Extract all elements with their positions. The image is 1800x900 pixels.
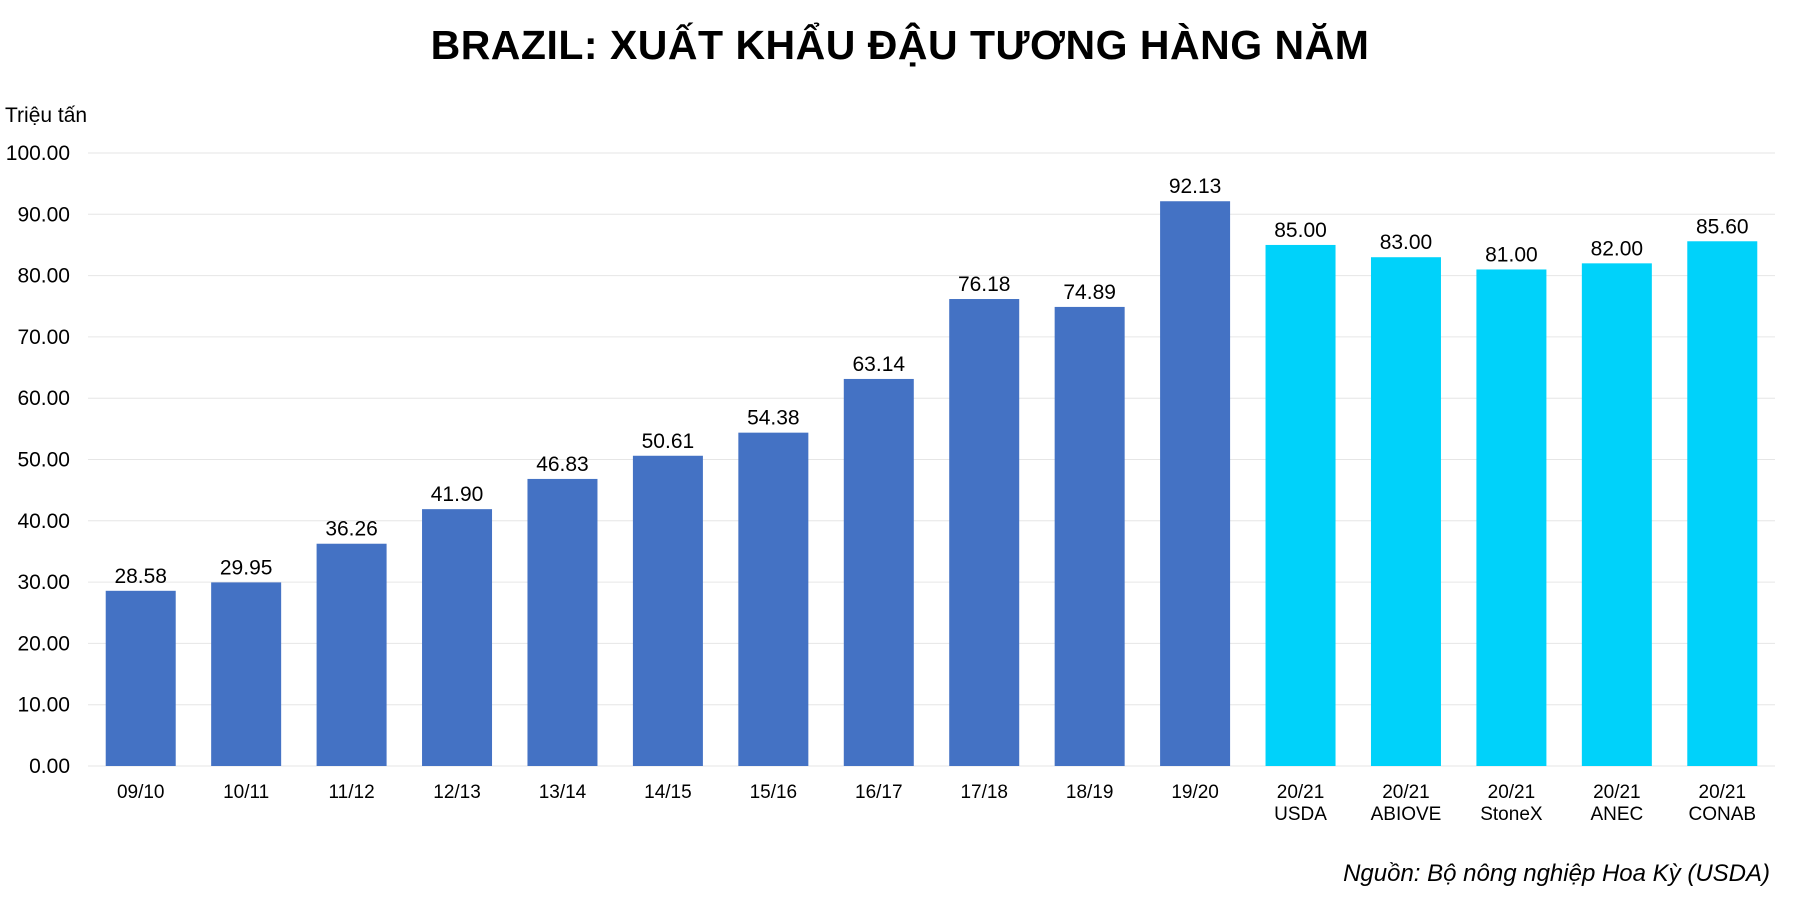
category-labels: 09/10 10/11 11/12 12/13 13/14 14/15 15/16 16/17… — [117, 782, 1756, 825]
y-tick-label: 50.00 — [17, 449, 70, 472]
x-tick-label: 10/11 — [223, 782, 269, 803]
bar — [1370, 257, 1441, 766]
bar — [1581, 263, 1652, 766]
x-tick-label: ABIOVE — [1371, 804, 1442, 825]
bar — [105, 590, 176, 766]
bar — [211, 582, 282, 766]
data-label: 83.00 — [1380, 231, 1433, 254]
x-tick-label: 11/12 — [329, 782, 375, 803]
bar — [843, 378, 914, 766]
bars — [105, 201, 1758, 767]
y-tick-label: 80.00 — [17, 265, 70, 288]
x-tick-label: 20/21 — [1593, 782, 1641, 803]
data-label: 50.61 — [642, 430, 695, 453]
y-tick-label: 40.00 — [17, 510, 70, 533]
data-label: 63.14 — [853, 353, 906, 376]
bar — [632, 455, 703, 766]
x-tick-label: 20/21 — [1277, 782, 1325, 803]
y-tick-label: 90.00 — [17, 203, 70, 226]
x-tick-label: USDA — [1274, 804, 1327, 825]
bar — [422, 509, 493, 766]
y-axis-ticks: 0.00 10.00 20.00 30.00 40.00 50.00 60.00 70.00 8… — [6, 142, 70, 778]
data-label: 92.13 — [1169, 175, 1222, 198]
data-label: 81.00 — [1485, 243, 1538, 266]
y-tick-label: 10.00 — [17, 694, 70, 717]
data-label: 76.18 — [958, 273, 1011, 296]
x-tick-label: 15/16 — [750, 782, 798, 803]
bar — [1160, 201, 1231, 766]
x-tick-label: 14/15 — [644, 782, 692, 803]
x-tick-label: 09/10 — [117, 782, 165, 803]
x-tick-label: 20/21 — [1699, 782, 1747, 803]
data-label: 74.89 — [1063, 281, 1116, 304]
data-label: 41.90 — [431, 483, 484, 506]
y-tick-label: 0.00 — [29, 755, 70, 778]
data-label: 85.00 — [1274, 219, 1327, 242]
data-label: 54.38 — [747, 407, 800, 430]
y-tick-label: 20.00 — [17, 632, 70, 655]
y-tick-label: 30.00 — [17, 571, 70, 594]
y-axis-unit-label: Triệu tấn — [5, 104, 88, 127]
bar — [316, 543, 387, 766]
value-labels: 28.58 29.95 36.26 41.90 46.83 50.61 54.38 63.14… — [114, 175, 1748, 588]
data-label: 36.26 — [325, 518, 378, 541]
source-note: Nguồn: Bộ nông nghiệp Hoa Kỳ (USDA) — [1343, 860, 1770, 887]
bar — [1687, 241, 1758, 767]
bar — [1476, 269, 1547, 766]
x-tick-label: 20/21 — [1382, 782, 1430, 803]
data-label: 46.83 — [536, 453, 589, 476]
bar — [1265, 244, 1336, 766]
x-tick-label: 18/19 — [1066, 782, 1114, 803]
chart-title: BRAZIL: XUẤT KHẨU ĐẬU TƯƠNG HÀNG NĂM — [430, 22, 1370, 68]
x-tick-label: 16/17 — [855, 782, 903, 803]
data-label: 82.00 — [1591, 237, 1644, 260]
x-tick-label: StoneX — [1480, 804, 1543, 825]
bar — [527, 478, 598, 766]
x-tick-label: 19/20 — [1171, 782, 1219, 803]
bar — [949, 299, 1020, 766]
x-tick-label: 12/13 — [433, 782, 481, 803]
x-tick-label: 20/21 — [1488, 782, 1536, 803]
y-tick-label: 70.00 — [17, 326, 70, 349]
x-tick-label: 13/14 — [539, 782, 587, 803]
bar — [1054, 306, 1125, 766]
bar — [738, 432, 809, 766]
x-tick-label: CONAB — [1688, 804, 1756, 825]
data-label: 28.58 — [114, 565, 167, 588]
x-tick-label: 17/18 — [960, 782, 1008, 803]
y-tick-label: 60.00 — [17, 387, 70, 410]
data-label: 29.95 — [220, 556, 273, 579]
x-tick-label: ANEC — [1590, 804, 1643, 825]
data-label: 85.60 — [1696, 215, 1749, 238]
y-tick-label: 100.00 — [6, 142, 70, 165]
